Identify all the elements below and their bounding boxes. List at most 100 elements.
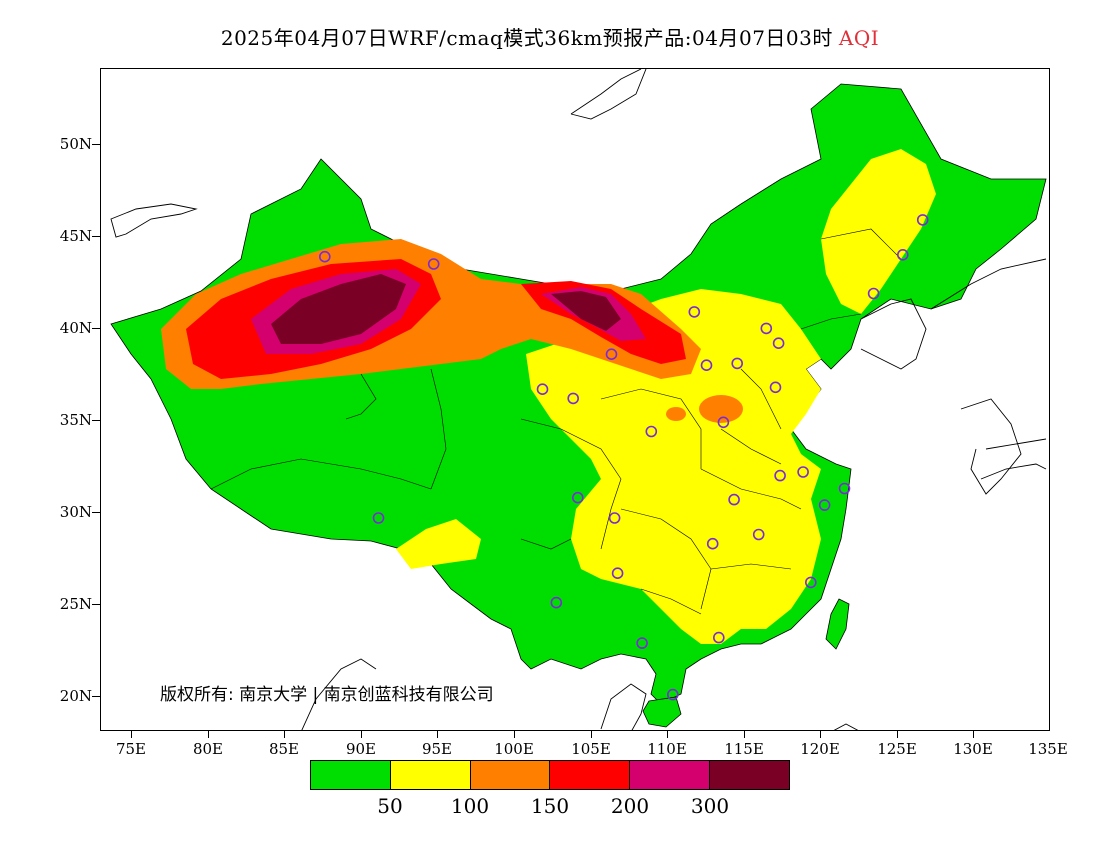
city-marker: [731, 357, 744, 370]
city-marker: [797, 466, 809, 478]
x-tick-label: 90E: [345, 740, 377, 758]
x-tick-label: 80E: [192, 740, 224, 758]
city-marker: [706, 537, 719, 550]
province-borders: [210, 228, 902, 615]
city-marker: [752, 528, 765, 541]
x-tick: [514, 731, 515, 738]
hainan-region: [642, 696, 682, 728]
x-tick: [208, 731, 209, 738]
legend-swatch: [710, 761, 789, 789]
taiwan-region: [825, 598, 850, 650]
city-marker: [571, 491, 584, 504]
city-marker: [372, 512, 385, 524]
x-tick-label: 85E: [268, 740, 300, 758]
x-tick: [667, 731, 668, 738]
city-marker: [916, 214, 929, 226]
y-tick-label: 40N: [59, 319, 92, 337]
aqi-maroon-zone: [271, 274, 406, 344]
aqi-yellow-sw-band: [396, 519, 481, 569]
title-main: 2025年04月07日WRF/cmaq模式36km预报产品:04月07日03时: [220, 26, 833, 50]
x-tick-label: 120E: [800, 740, 840, 758]
aqi-maroon-zone-2: [551, 291, 621, 331]
city-marker: [427, 258, 440, 270]
city-marker: [818, 499, 831, 511]
y-tick: [92, 604, 100, 605]
city-marker: [772, 337, 785, 350]
city-marker: [838, 482, 851, 495]
x-tick-label: 75E: [115, 740, 147, 758]
aqi-yellow-zone: [526, 289, 821, 644]
city-marker: [769, 381, 782, 394]
copyright-text: 版权所有: 南京大学 | 南京创蓝科技有限公司: [160, 685, 494, 705]
legend-break-label: 150: [530, 794, 570, 818]
city-marker: [608, 512, 621, 524]
x-tick-label: 135E: [1028, 740, 1068, 758]
y-tick: [92, 144, 100, 145]
y-tick: [92, 236, 100, 237]
city-marker: [712, 631, 725, 644]
y-tick-label: 20N: [59, 687, 92, 705]
x-tick-label: 110E: [647, 740, 687, 758]
aqi-forecast-map: [100, 68, 1050, 731]
y-tick-label: 45N: [59, 227, 92, 245]
city-marker: [567, 392, 580, 405]
x-tick-label: 115E: [724, 740, 764, 758]
y-tick-label: 30N: [59, 503, 92, 521]
city-marker: [636, 637, 648, 649]
x-tick: [361, 731, 362, 738]
y-tick-label: 35N: [59, 411, 92, 429]
x-tick: [744, 731, 745, 738]
y-tick-label: 50N: [59, 135, 92, 153]
aqi-orange-patch: [666, 407, 686, 421]
y-tick: [92, 420, 100, 421]
x-tick: [591, 731, 592, 738]
y-tick-label: 25N: [59, 595, 92, 613]
map-canvas: [110, 69, 1047, 730]
city-markers: [319, 214, 929, 701]
legend-swatch: [550, 761, 631, 789]
legend-break-label: 200: [610, 794, 650, 818]
x-tick: [284, 731, 285, 738]
city-marker: [867, 287, 880, 300]
aqi-orange-patch: [699, 395, 743, 423]
city-marker: [611, 567, 624, 580]
city-marker: [728, 493, 740, 506]
map-title: 2025年04月07日WRF/cmaq模式36km预报产品:04月07日03时 A…: [0, 22, 1100, 51]
legend-break-label: 300: [690, 794, 730, 818]
legend-break-label: 50: [377, 794, 403, 818]
x-tick-label: 100E: [494, 740, 534, 758]
city-marker: [666, 688, 679, 701]
city-marker: [700, 359, 713, 372]
y-tick: [92, 696, 100, 697]
x-tick: [131, 731, 132, 738]
city-marker: [605, 348, 618, 361]
city-marker: [536, 383, 549, 396]
neighbor-coastlines: [110, 69, 1047, 730]
city-marker: [896, 249, 909, 261]
x-tick-label: 105E: [571, 740, 611, 758]
city-marker: [645, 425, 658, 438]
city-marker: [550, 596, 563, 609]
legend-swatch: [630, 761, 711, 789]
legend-swatch: [390, 761, 471, 789]
city-marker: [717, 416, 730, 429]
x-tick: [820, 731, 821, 738]
x-tick-label: 130E: [953, 740, 993, 758]
city-marker: [688, 306, 701, 318]
aqi-yellow-northeast: [821, 149, 936, 314]
x-tick-label: 95E: [421, 740, 453, 758]
x-tick: [437, 731, 438, 738]
legend-swatch: [311, 761, 391, 789]
city-marker: [319, 250, 331, 263]
city-marker: [804, 576, 817, 589]
y-tick: [92, 512, 100, 513]
legend-break-label: 100: [450, 794, 490, 818]
city-marker: [774, 469, 786, 482]
x-tick: [897, 731, 898, 738]
city-marker: [760, 322, 773, 335]
title-variable: AQI: [838, 26, 880, 50]
color-legend: [310, 760, 790, 790]
legend-swatch: [470, 761, 551, 789]
y-tick: [92, 328, 100, 329]
x-tick: [973, 731, 974, 738]
